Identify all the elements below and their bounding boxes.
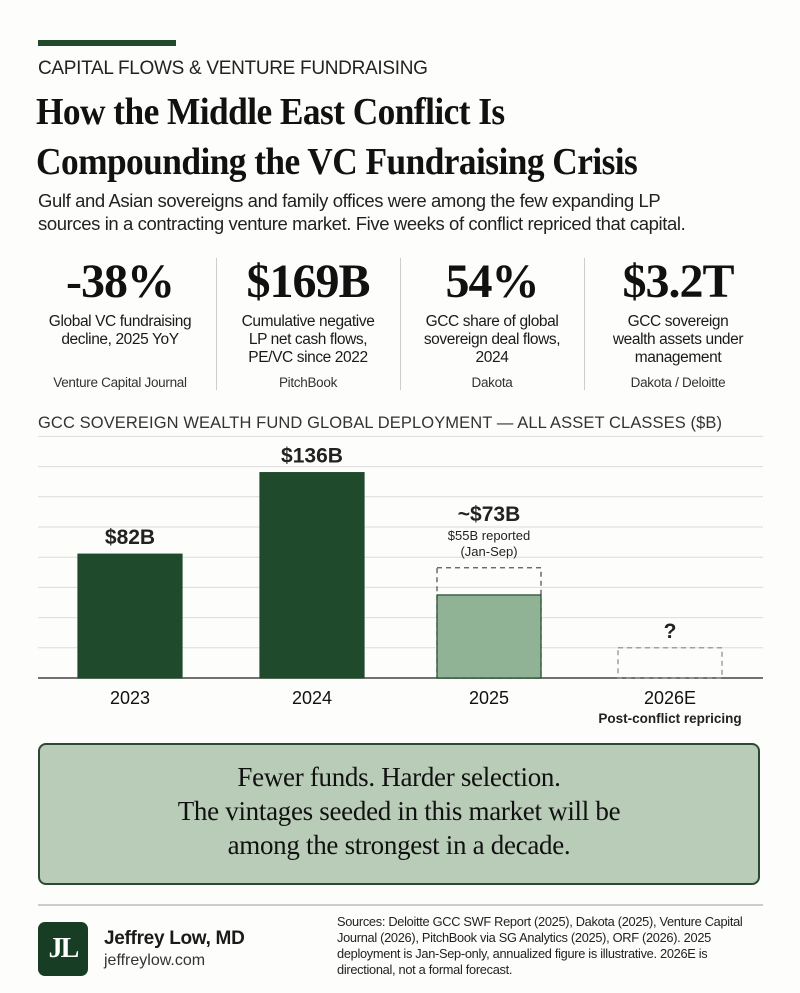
- data-label: $82B: [105, 526, 155, 549]
- data-note: (Jan-Sep): [460, 544, 517, 559]
- tick-label: 2025: [469, 688, 509, 708]
- footer-divider: [38, 904, 763, 906]
- accent-bar: [38, 40, 176, 46]
- kicker: CAPITAL FLOWS & VENTURE FUNDRAISING: [38, 58, 428, 79]
- stat-source: PitchBook: [278, 375, 338, 390]
- tick-label: 2023: [110, 688, 150, 708]
- bar-chart: $82B 2023 $136B 2024 (Jan-Sep)$55B reported ~…: [38, 435, 763, 726]
- stat-source: Venture Capital Journal: [53, 375, 187, 390]
- title-line-1: How the Middle East Conflict Is: [36, 91, 505, 133]
- subtitle-line-1: Gulf and Asian sovereigns and family off…: [38, 190, 661, 211]
- sources-note: Sources: Deloitte GCC SWF Report (2025),…: [337, 914, 743, 977]
- title-line-2: Compounding the VC Fundraising Crisis: [36, 141, 638, 183]
- data-label: $136B: [281, 445, 343, 468]
- logo: JL: [38, 922, 88, 976]
- author-name: Jeffrey Low, MD: [104, 928, 245, 949]
- divider: [216, 258, 217, 390]
- stat-card: 54% GCC share of global sovereign deal f…: [402, 255, 582, 390]
- stat-card: $3.2T GCC sovereign wealth assets under …: [588, 255, 768, 390]
- data-label: ?: [664, 620, 677, 643]
- stat-source: Dakota: [471, 375, 513, 390]
- stat-desc: Global VC fundraising decline, 2025 YoY: [48, 313, 192, 348]
- stat-value: $3.2T: [622, 255, 734, 308]
- stat-value: $169B: [246, 255, 370, 308]
- stat-card: -38% Global VC fundraising decline, 2025…: [30, 255, 210, 390]
- callout-line-3: among the strongest in a decade.: [227, 830, 571, 860]
- callout-box: Fewer funds. Harder selection. The vinta…: [38, 743, 760, 885]
- callout-line-2: The vintages seeded in this market will …: [177, 796, 621, 826]
- divider: [584, 258, 585, 390]
- tick-label: 2024: [292, 688, 332, 708]
- stat-desc: Cumulative negative LP net cash flows, P…: [241, 313, 375, 366]
- stat-value: -38%: [66, 255, 175, 308]
- website-link[interactable]: jeffreylow.com: [104, 952, 206, 969]
- tick-label: 2026E: [644, 688, 696, 708]
- data-label: ~$73B: [458, 503, 520, 526]
- divider: [400, 258, 401, 390]
- bar-2024: [259, 472, 365, 679]
- callout-line-1: Fewer funds. Harder selection.: [237, 762, 561, 792]
- stat-source: Dakota / Deloitte: [630, 375, 726, 390]
- data-note: Post-conflict repricing: [598, 711, 741, 726]
- estimate-outline: [617, 647, 723, 679]
- bar-2023: [77, 553, 183, 679]
- stat-desc: GCC sovereign wealth assets under manage…: [612, 313, 744, 366]
- bar-2025: [436, 594, 542, 679]
- stat-card: $169B Cumulative negative LP net cash fl…: [218, 255, 398, 390]
- stat-value: 54%: [445, 255, 540, 308]
- stat-desc: GCC share of global sovereign deal flows…: [423, 313, 561, 366]
- chart-title: GCC SOVEREIGN WEALTH FUND GLOBAL DEPLOYM…: [38, 414, 723, 432]
- data-note: $55B reported: [448, 528, 530, 543]
- subtitle-line-2: sources in a contracting venture market.…: [38, 213, 686, 234]
